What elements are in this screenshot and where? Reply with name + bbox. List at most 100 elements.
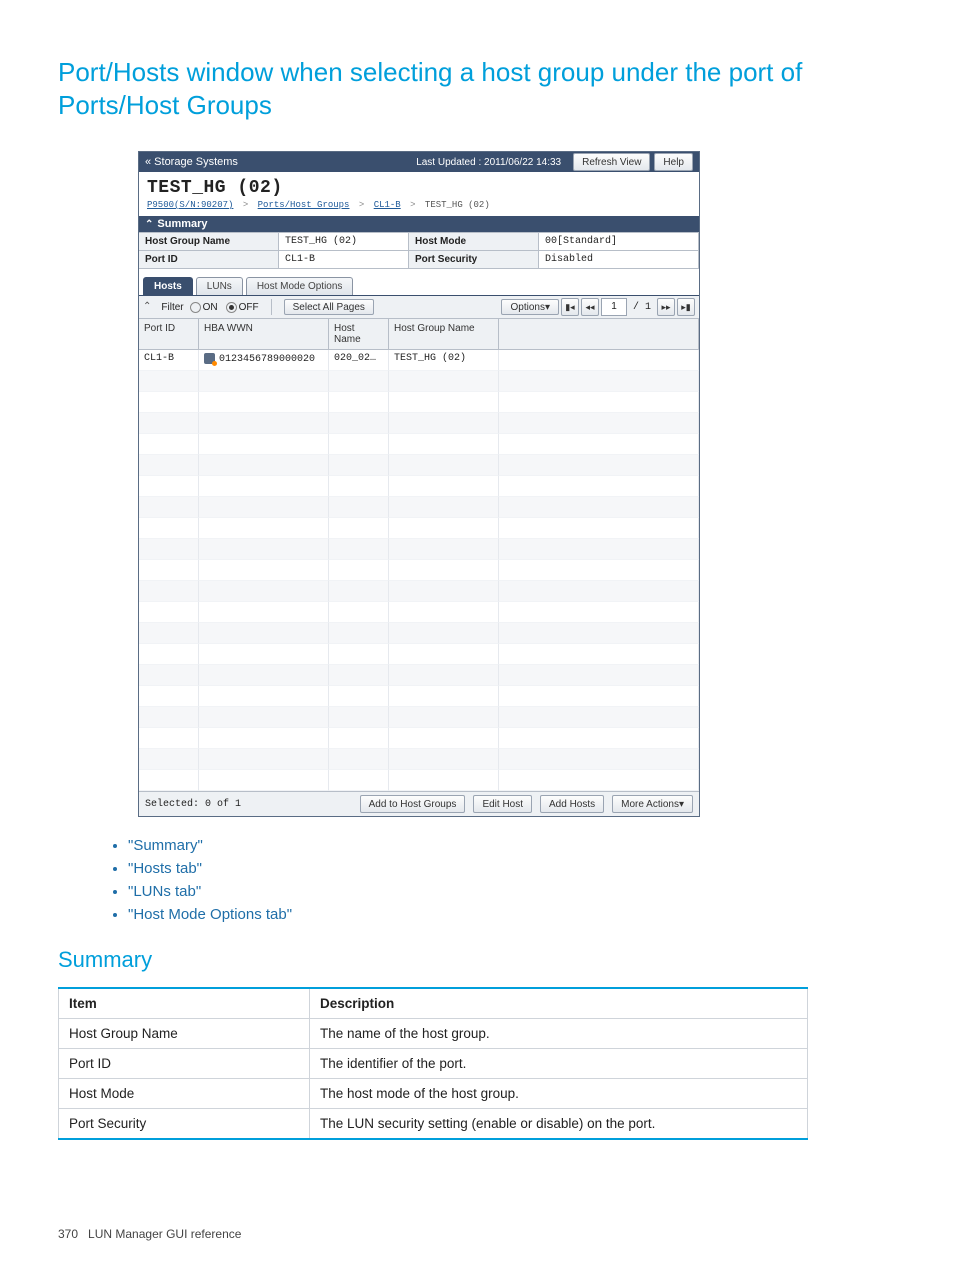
hosts-grid: Port ID HBA WWN Host Name Host Group Nam… [139,319,699,791]
empty-cell [499,602,699,623]
empty-cell [329,602,389,623]
refresh-view-button[interactable]: Refresh View [573,153,650,171]
footer-text: LUN Manager GUI reference [88,1227,241,1241]
empty-cell [389,476,499,497]
add-to-host-groups-button[interactable]: Add to Host Groups [360,795,466,813]
filter-off-radio[interactable]: OFF [226,302,259,313]
page-next-button[interactable]: ▸▸ [657,298,675,316]
link-host-mode-options-tab[interactable]: "Host Mode Options tab" [128,906,896,923]
empty-cell [139,665,199,686]
col-port[interactable]: Port ID [139,319,199,350]
empty-cell [499,581,699,602]
empty-cell [499,560,699,581]
page-total: / 1 [629,302,655,313]
tab-host-mode-options[interactable]: Host Mode Options [246,277,354,295]
link-summary[interactable]: "Summary" [128,837,896,854]
empty-cell [199,686,329,707]
empty-cell [389,497,499,518]
summary-ps-label: Port Security [409,251,539,269]
empty-cell [199,581,329,602]
add-hosts-button[interactable]: Add Hosts [540,795,604,813]
col-wwn[interactable]: HBA WWN [199,319,329,350]
summary-pid-value: CL1-B [279,251,409,269]
tab-luns[interactable]: LUNs [196,277,243,295]
empty-cell [499,497,699,518]
empty-cell [329,371,389,392]
empty-cell [499,371,699,392]
empty-cell [199,602,329,623]
empty-cell [389,434,499,455]
empty-cell [389,581,499,602]
empty-cell [329,560,389,581]
storage-systems-link[interactable]: « Storage Systems [145,156,238,168]
empty-cell [389,686,499,707]
empty-cell [199,560,329,581]
empty-cell [199,413,329,434]
sum-r2-item: Port ID [59,1049,310,1079]
breadcrumb-ports[interactable]: Ports/Host Groups [258,200,350,210]
cell-hostname[interactable]: 020_02… [329,350,389,371]
page-last-button[interactable]: ▸▮ [677,298,695,316]
tab-hosts[interactable]: Hosts [143,277,193,295]
empty-cell [329,728,389,749]
window-title: TEST_HG (02) [139,172,699,200]
empty-cell [499,539,699,560]
sum-th-desc: Description [310,988,808,1019]
empty-cell [199,518,329,539]
breadcrumb: P9500(S/N:90207) > Ports/Host Groups > C… [139,200,699,216]
page-number-input[interactable]: 1 [601,298,627,316]
edit-host-button[interactable]: Edit Host [473,795,532,813]
empty-cell [499,434,699,455]
empty-cell [329,518,389,539]
empty-cell [199,665,329,686]
empty-cell [329,539,389,560]
sum-r2-desc: The identifier of the port. [310,1049,808,1079]
cell-port[interactable]: CL1-B [139,350,199,371]
more-actions-dropdown[interactable]: More Actions ▾ [612,795,693,813]
select-all-pages-button[interactable]: Select All Pages [284,299,374,315]
empty-cell [139,560,199,581]
page-footer: 370 LUN Manager GUI reference [58,1227,241,1241]
summary-section-bar[interactable]: ⌃Summary [139,216,699,232]
empty-cell [329,455,389,476]
empty-cell [199,644,329,665]
help-button[interactable]: Help [654,153,693,171]
empty-cell [199,392,329,413]
breadcrumb-root[interactable]: P9500(S/N:90207) [147,200,233,210]
empty-cell [329,644,389,665]
page-title: Port/Hosts window when selecting a host … [58,56,896,121]
empty-cell [389,560,499,581]
filter-on-radio[interactable]: ON [190,302,218,313]
sum-r4-item: Port Security [59,1109,310,1140]
empty-cell [139,770,199,791]
link-luns-tab[interactable]: "LUNs tab" [128,883,896,900]
empty-cell [199,455,329,476]
empty-cell [329,770,389,791]
page-first-button[interactable]: ▮◂ [561,298,579,316]
cell-hostgroup[interactable]: TEST_HG (02) [389,350,499,371]
page-prev-button[interactable]: ◂◂ [581,298,599,316]
empty-cell [389,392,499,413]
last-updated-text: Last Updated : 2011/06/22 14:33 [416,157,561,168]
link-hosts-tab[interactable]: "Hosts tab" [128,860,896,877]
options-dropdown[interactable]: Options ▾ [501,299,559,315]
empty-cell [139,371,199,392]
empty-cell [329,707,389,728]
empty-cell [139,455,199,476]
empty-cell [329,686,389,707]
col-hostname[interactable]: Host Name [329,319,389,350]
breadcrumb-port-id[interactable]: CL1-B [374,200,401,210]
cell-wwn[interactable]: 0123456789000020 [199,350,329,371]
empty-cell [499,644,699,665]
empty-cell [329,665,389,686]
col-hostgroup[interactable]: Host Group Name [389,319,499,350]
empty-cell [199,371,329,392]
empty-cell [499,665,699,686]
sum-r4-desc: The LUN security setting (enable or disa… [310,1109,808,1140]
summary-table: Item Description Host Group NameThe name… [58,987,808,1140]
caret-down-icon: ▾ [679,799,684,810]
empty-cell [199,497,329,518]
sum-r1-item: Host Group Name [59,1019,310,1049]
empty-cell [389,644,499,665]
summary-section-label: Summary [157,218,207,230]
